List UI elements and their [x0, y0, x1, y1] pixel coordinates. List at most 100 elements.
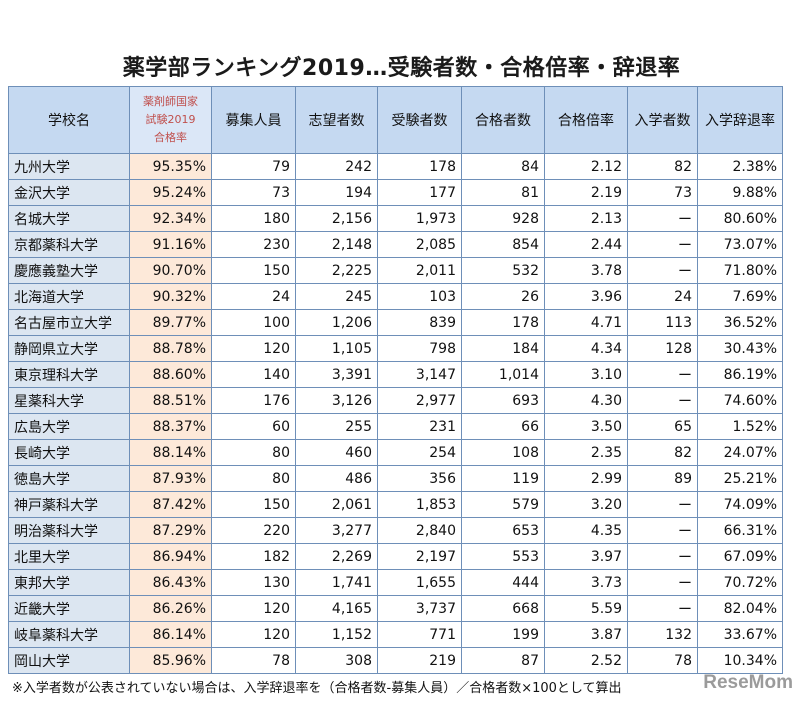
cell-applicants: 2,225 [295, 257, 378, 284]
cell-school-name: 京都薬科大学 [8, 231, 130, 258]
cell-passers: 119 [461, 465, 545, 492]
table-row: 九州大学 95.35% 79 242 178 84 2.12 82 2.38% [8, 153, 783, 180]
cell-pass-ratio: 2.13 [544, 205, 628, 232]
table-row: 徳島大学 87.93% 80 486 356 119 2.99 89 25.21% [8, 465, 783, 492]
cell-passers: 178 [461, 309, 545, 336]
cell-recruitment: 60 [211, 413, 296, 440]
cell-school-name: 北海道大学 [8, 283, 130, 310]
cell-pass-rate: 87.29% [129, 517, 212, 544]
cell-applicants: 1,152 [295, 621, 378, 648]
cell-decline-rate: 36.52% [697, 309, 783, 336]
cell-passers: 199 [461, 621, 545, 648]
cell-pass-rate: 89.77% [129, 309, 212, 336]
cell-examinees: 231 [377, 413, 462, 440]
table-row: 長崎大学 88.14% 80 460 254 108 2.35 82 24.07% [8, 439, 783, 466]
header-passers: 合格者数 [461, 86, 545, 154]
cell-applicants: 3,126 [295, 387, 378, 414]
cell-enrollees: 82 [627, 153, 698, 180]
cell-examinees: 177 [377, 179, 462, 206]
cell-school-name: 東邦大学 [8, 569, 130, 596]
header-pass-ratio: 合格倍率 [544, 86, 628, 154]
header-examinees: 受験者数 [377, 86, 462, 154]
cell-examinees: 103 [377, 283, 462, 310]
table-row: 東京理科大学 88.60% 140 3,391 3,147 1,014 3.10 ー 86.19… [8, 361, 783, 388]
cell-examinees: 178 [377, 153, 462, 180]
cell-pass-ratio: 4.71 [544, 309, 628, 336]
cell-school-name: 九州大学 [8, 153, 130, 180]
cell-school-name: 名城大学 [8, 205, 130, 232]
cell-pass-ratio: 2.99 [544, 465, 628, 492]
cell-enrollees: ー [627, 595, 698, 622]
cell-school-name: 明治薬科大学 [8, 517, 130, 544]
cell-examinees: 3,737 [377, 595, 462, 622]
cell-decline-rate: 1.52% [697, 413, 783, 440]
cell-applicants: 4,165 [295, 595, 378, 622]
cell-pass-rate: 88.14% [129, 439, 212, 466]
header-enrollees: 入学者数 [627, 86, 698, 154]
cell-recruitment: 78 [211, 647, 296, 674]
cell-pass-rate: 86.14% [129, 621, 212, 648]
cell-decline-rate: 66.31% [697, 517, 783, 544]
table-row: 北里大学 86.94% 182 2,269 2,197 553 3.97 ー 67.09% [8, 543, 783, 570]
cell-pass-rate: 86.94% [129, 543, 212, 570]
cell-enrollees: 113 [627, 309, 698, 336]
cell-passers: 444 [461, 569, 545, 596]
cell-examinees: 2,977 [377, 387, 462, 414]
cell-decline-rate: 67.09% [697, 543, 783, 570]
cell-enrollees: 65 [627, 413, 698, 440]
cell-recruitment: 182 [211, 543, 296, 570]
ranking-table: 学校名 薬剤師国家 試験2019 合格率 募集人員 志望者数 受験者数 合格者数… [8, 86, 783, 674]
header-recruitment: 募集人員 [211, 86, 296, 154]
cell-school-name: 金沢大学 [8, 179, 130, 206]
cell-examinees: 2,197 [377, 543, 462, 570]
cell-enrollees: ー [627, 517, 698, 544]
header-pass-rate: 薬剤師国家 試験2019 合格率 [129, 86, 212, 154]
cell-applicants: 2,269 [295, 543, 378, 570]
table-row: 岐阜薬科大学 86.14% 120 1,152 771 199 3.87 132 33.67% [8, 621, 783, 648]
cell-enrollees: ー [627, 543, 698, 570]
cell-decline-rate: 24.07% [697, 439, 783, 466]
cell-pass-ratio: 2.19 [544, 179, 628, 206]
cell-recruitment: 140 [211, 361, 296, 388]
cell-recruitment: 220 [211, 517, 296, 544]
cell-recruitment: 120 [211, 595, 296, 622]
cell-enrollees: 89 [627, 465, 698, 492]
cell-passers: 579 [461, 491, 545, 518]
cell-pass-rate: 87.93% [129, 465, 212, 492]
cell-recruitment: 79 [211, 153, 296, 180]
table-row: 神戸薬科大学 87.42% 150 2,061 1,853 579 3.20 ー 74.09% [8, 491, 783, 518]
cell-school-name: 東京理科大学 [8, 361, 130, 388]
cell-school-name: 岡山大学 [8, 647, 130, 674]
cell-recruitment: 176 [211, 387, 296, 414]
table-row: 近畿大学 86.26% 120 4,165 3,737 668 5.59 ー 82.04% [8, 595, 783, 622]
table-row: 名城大学 92.34% 180 2,156 1,973 928 2.13 ー 80.60% [8, 205, 783, 232]
cell-passers: 532 [461, 257, 545, 284]
cell-applicants: 3,391 [295, 361, 378, 388]
cell-enrollees: ー [627, 257, 698, 284]
cell-passers: 87 [461, 647, 545, 674]
cell-passers: 928 [461, 205, 545, 232]
cell-pass-ratio: 3.96 [544, 283, 628, 310]
cell-examinees: 1,853 [377, 491, 462, 518]
cell-pass-ratio: 3.97 [544, 543, 628, 570]
cell-pass-ratio: 3.78 [544, 257, 628, 284]
cell-pass-ratio: 2.52 [544, 647, 628, 674]
cell-school-name: 長崎大学 [8, 439, 130, 466]
cell-pass-rate: 87.42% [129, 491, 212, 518]
cell-examinees: 3,147 [377, 361, 462, 388]
cell-examinees: 254 [377, 439, 462, 466]
cell-applicants: 194 [295, 179, 378, 206]
cell-pass-ratio: 3.73 [544, 569, 628, 596]
cell-recruitment: 80 [211, 465, 296, 492]
cell-pass-rate: 92.34% [129, 205, 212, 232]
cell-enrollees: ー [627, 491, 698, 518]
cell-examinees: 219 [377, 647, 462, 674]
cell-recruitment: 150 [211, 491, 296, 518]
cell-applicants: 1,741 [295, 569, 378, 596]
cell-passers: 668 [461, 595, 545, 622]
cell-passers: 108 [461, 439, 545, 466]
table-row: 明治薬科大学 87.29% 220 3,277 2,840 653 4.35 ー 66.31% [8, 517, 783, 544]
cell-applicants: 2,156 [295, 205, 378, 232]
cell-pass-ratio: 3.10 [544, 361, 628, 388]
cell-pass-ratio: 3.87 [544, 621, 628, 648]
